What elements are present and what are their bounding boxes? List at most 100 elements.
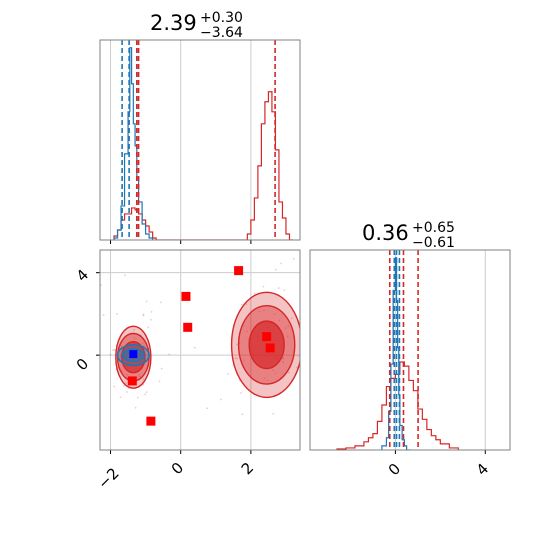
- joint-sample-point: [344, 287, 346, 289]
- joint-sample-point: [147, 326, 150, 329]
- joint-sample-point: [327, 266, 329, 268]
- joint-sample-point: [284, 327, 287, 329]
- joint-sample-point: [144, 393, 147, 396]
- joint-sample-point: [126, 391, 128, 393]
- joint-red-marker: [262, 332, 272, 342]
- joint-sample-point: [272, 412, 275, 415]
- joint-sample-point: [142, 314, 145, 317]
- joint-frame: [99, 249, 301, 451]
- joint-sample-point: [102, 314, 105, 316]
- joint-sample-point: [143, 344, 145, 347]
- joint-sample-point: [301, 316, 303, 318]
- joint-xtick-label: 2: [238, 459, 257, 478]
- joint-sample-point: [168, 353, 171, 356]
- joint-sample-point: [286, 335, 289, 338]
- joint-sample-point: [304, 343, 306, 345]
- joint-sample-point: [277, 287, 280, 289]
- joint-sample-point: [158, 380, 161, 383]
- joint-sample-point: [234, 357, 237, 360]
- param1-red-histogram: [113, 91, 293, 240]
- title-param2-plus: +0.65: [412, 220, 455, 236]
- joint-sample-point: [236, 357, 239, 360]
- joint-sample-point: [296, 366, 298, 369]
- joint-xtick-label: −2: [94, 464, 122, 492]
- joint-sample-point: [323, 380, 325, 382]
- joint-xtick-label: 0: [168, 459, 187, 478]
- joint-sample-point: [241, 413, 244, 416]
- title-param1-minus: −3.64: [200, 25, 243, 41]
- title-param1-plus: +0.30: [200, 10, 243, 26]
- title-param2: 0.36: [362, 221, 409, 245]
- joint-sample-point: [274, 268, 277, 271]
- joint-sample-point: [278, 319, 281, 322]
- joint-sample-point: [160, 367, 163, 370]
- joint-sample-point: [150, 310, 153, 313]
- param1-blue-histogram: [113, 47, 154, 240]
- joint-sample-point: [126, 373, 128, 376]
- joint-sample-point: [245, 303, 248, 306]
- joint-sample-point: [134, 406, 137, 409]
- joint-red-marker: [127, 376, 137, 386]
- joint-sample-point: [113, 349, 116, 351]
- panel-joint: [96, 249, 346, 454]
- joint-sample-point: [138, 374, 140, 376]
- joint-sample-point: [263, 309, 265, 312]
- joint-sample-point: [292, 257, 295, 260]
- joint-sample-point: [138, 375, 141, 378]
- joint-sample-point: [282, 357, 285, 360]
- title-param2-value: 0.36: [362, 221, 409, 245]
- panel-param1-hist: [99, 39, 301, 244]
- joint-sample-point: [322, 392, 324, 394]
- param2-frame: [309, 249, 511, 451]
- joint-plot-area: [100, 257, 346, 426]
- joint-sample-point: [160, 301, 162, 304]
- joint-sample-point: [287, 371, 290, 374]
- joint-red-marker: [146, 416, 156, 426]
- joint-sample-point: [120, 344, 123, 347]
- joint-sample-point: [240, 392, 243, 394]
- joint-sample-point: [273, 313, 276, 316]
- joint-sample-point: [243, 359, 245, 362]
- joint-sample-point: [193, 346, 196, 349]
- joint-red-marker: [234, 266, 244, 276]
- joint-sample-point: [142, 313, 145, 316]
- joint-sample-point: [150, 318, 152, 321]
- joint-red-marker: [181, 291, 191, 301]
- title-param1: 2.39: [150, 11, 197, 35]
- joint-sample-point: [112, 349, 115, 351]
- title-param1-value: 2.39: [150, 11, 197, 35]
- param2-plot-area: [336, 250, 459, 450]
- joint-sample-point: [240, 303, 243, 306]
- joint-sample-point: [246, 330, 248, 333]
- joint-sample-point: [283, 289, 286, 291]
- joint-sample-point: [115, 312, 118, 315]
- joint-sample-point: [133, 336, 136, 339]
- joint-red-marker: [265, 343, 275, 353]
- joint-sample-point: [290, 317, 293, 320]
- param1-plot-area: [113, 40, 293, 240]
- param1-frame: [99, 39, 301, 241]
- joint-ytick-label: 0: [73, 355, 92, 374]
- joint-sample-point: [145, 391, 148, 394]
- joint-sample-point: [227, 373, 229, 375]
- param2-xtick-label: 4: [473, 460, 492, 479]
- joint-sample-point: [280, 262, 283, 265]
- joint-sample-point: [258, 310, 261, 313]
- joint-sample-point: [113, 385, 116, 388]
- panel-param2-hist: [309, 249, 511, 454]
- joint-sample-point: [236, 343, 238, 346]
- joint-blue-marker: [129, 350, 138, 359]
- joint-sample-point: [142, 378, 145, 381]
- joint-sample-point: [263, 377, 266, 380]
- joint-sample-point: [124, 274, 126, 277]
- joint-sample-point: [282, 361, 285, 363]
- param2-red-histogram: [336, 361, 459, 450]
- joint-sample-point: [219, 398, 222, 401]
- joint-sample-point: [109, 353, 112, 356]
- joint-sample-point: [262, 285, 265, 288]
- joint-sample-point: [119, 396, 122, 399]
- joint-sample-point: [272, 369, 274, 372]
- joint-sample-point: [133, 328, 135, 331]
- joint-sample-point: [306, 298, 308, 300]
- joint-sample-point: [266, 379, 269, 382]
